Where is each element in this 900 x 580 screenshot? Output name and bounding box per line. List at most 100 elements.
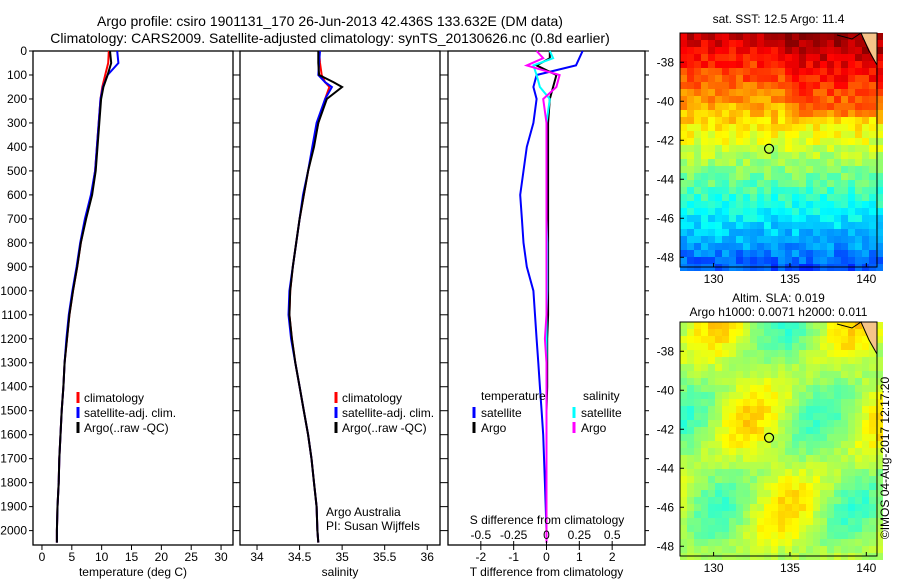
- sst-cell: [792, 257, 799, 264]
- sst-cell: [813, 124, 820, 131]
- sst-cell: [715, 61, 722, 68]
- sla-cell: [841, 546, 848, 553]
- sla-cell: [771, 406, 778, 413]
- sla-cell: [848, 357, 855, 364]
- sla-cell: [792, 357, 799, 364]
- sla-cell: [771, 441, 778, 448]
- sla-cell: [869, 546, 876, 553]
- legend-header-salinity: salinity: [583, 389, 620, 403]
- sst-cell: [806, 194, 813, 201]
- sst-cell: [799, 229, 806, 236]
- sla-cell: [813, 413, 820, 420]
- sst-cell: [806, 229, 813, 236]
- sst-cell: [715, 68, 722, 75]
- sst-cell: [729, 180, 736, 187]
- sst-cell: [799, 250, 806, 257]
- sst-cell: [834, 110, 841, 117]
- sst-cell: [750, 117, 757, 124]
- sst-cell: [869, 152, 876, 159]
- sla-cell: [876, 420, 883, 427]
- sst-cell: [680, 82, 687, 89]
- sla-cell: [778, 434, 785, 441]
- sst-cell: [771, 75, 778, 82]
- sla-cell: [701, 357, 708, 364]
- legend-header-temperature: temperature: [481, 389, 546, 403]
- sst-cell: [708, 68, 715, 75]
- sla-cell: [750, 490, 757, 497]
- sst-cell: [750, 96, 757, 103]
- sla-cell: [701, 497, 708, 504]
- sst-cell: [820, 61, 827, 68]
- sst-cell: [813, 82, 820, 89]
- sst-cell: [827, 243, 834, 250]
- sla-cell: [694, 518, 701, 525]
- sst-cell: [736, 159, 743, 166]
- sst-cell: [841, 68, 848, 75]
- sst-cell: [820, 257, 827, 264]
- sst-cell: [743, 243, 750, 250]
- sla-cell: [771, 546, 778, 553]
- sst-cell: [701, 47, 708, 54]
- sst-map: [680, 32, 883, 271]
- sst-cell: [834, 68, 841, 75]
- sla-cell: [841, 392, 848, 399]
- sla-cell: [764, 336, 771, 343]
- sst-cell: [743, 117, 750, 124]
- sla-cell: [743, 518, 750, 525]
- sla-cell: [771, 378, 778, 385]
- sla-cell: [848, 462, 855, 469]
- sst-cell: [792, 152, 799, 159]
- sst-cell: [757, 208, 764, 215]
- sla-cell: [848, 504, 855, 511]
- sst-cell: [820, 40, 827, 47]
- sla-cell: [680, 483, 687, 490]
- sst-cell: [694, 236, 701, 243]
- sla-cell: [855, 322, 862, 329]
- sst-cell: [687, 215, 694, 222]
- sla-cell: [848, 532, 855, 539]
- sst-cell: [764, 117, 771, 124]
- sst-cell: [841, 131, 848, 138]
- sst-cell: [687, 61, 694, 68]
- sla-cell: [757, 343, 764, 350]
- sst-cell: [820, 187, 827, 194]
- sst-cell: [708, 257, 715, 264]
- sst-cell: [694, 159, 701, 166]
- sst-cell: [834, 54, 841, 61]
- sst-cell: [715, 243, 722, 250]
- sst-cell: [680, 152, 687, 159]
- sla-cell: [827, 525, 834, 532]
- sst-cell: [750, 236, 757, 243]
- sst-cell: [876, 33, 883, 40]
- sst-cell: [862, 124, 869, 131]
- sst-cell: [855, 180, 862, 187]
- sst-cell: [876, 138, 883, 145]
- sst-cell: [876, 124, 883, 131]
- sla-cell: [834, 364, 841, 371]
- sst-cell: [694, 222, 701, 229]
- sst-cell: [722, 152, 729, 159]
- sla-cell: [820, 371, 827, 378]
- sla-cell: [694, 364, 701, 371]
- sla-cell: [841, 420, 848, 427]
- sst-cell: [708, 229, 715, 236]
- sst-cell: [834, 236, 841, 243]
- sla-cell: [736, 539, 743, 546]
- sla-cell: [764, 329, 771, 336]
- sst-cell: [771, 47, 778, 54]
- sla-cell: [820, 546, 827, 553]
- sst-cell: [876, 187, 883, 194]
- sst-cell: [869, 89, 876, 96]
- sst-cell: [764, 152, 771, 159]
- sst-cell: [736, 103, 743, 110]
- sla-cell: [806, 462, 813, 469]
- sst-cell: [680, 229, 687, 236]
- sst-cell: [680, 103, 687, 110]
- sst-cell: [729, 236, 736, 243]
- sla-cell: [694, 441, 701, 448]
- sla-cell: [736, 483, 743, 490]
- sla-cell: [771, 371, 778, 378]
- sst-cell: [799, 187, 806, 194]
- sst-cell: [736, 222, 743, 229]
- sst-cell: [771, 187, 778, 194]
